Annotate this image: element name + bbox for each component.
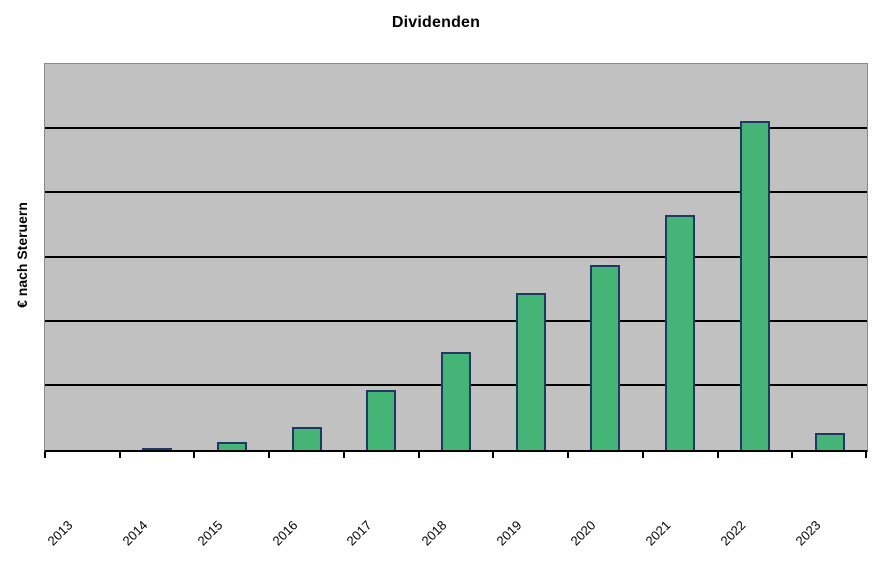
plot-area [44, 63, 868, 458]
x-tick-label-2016: 2016 [269, 517, 301, 549]
bar-2018 [441, 352, 471, 450]
gridline [45, 191, 867, 194]
chart-title: Dividenden [391, 14, 481, 31]
x-tick-label-2021: 2021 [642, 517, 674, 549]
x-axis-tick [865, 452, 867, 458]
bar-2019 [516, 293, 546, 450]
x-axis-tick [492, 452, 494, 458]
x-tick-label-2019: 2019 [493, 517, 525, 549]
x-axis-tick [791, 452, 793, 458]
bar-2016 [292, 427, 322, 450]
bar-2021 [665, 215, 695, 450]
gridline [45, 319, 867, 322]
x-axis-tick [642, 452, 644, 458]
x-axis-tick [717, 452, 719, 458]
bar-2014 [142, 448, 172, 450]
gridline [45, 255, 867, 258]
x-tick-label-2014: 2014 [119, 517, 151, 549]
x-tick-label-2022: 2022 [717, 517, 749, 549]
x-axis-tick [193, 452, 195, 458]
x-axis-tick [343, 452, 345, 458]
x-tick-label-2017: 2017 [343, 517, 375, 549]
x-tick-label-2018: 2018 [418, 517, 450, 549]
bar-2015 [217, 442, 247, 450]
x-tick-label-2013: 2013 [44, 517, 76, 549]
bar-2017 [366, 390, 396, 450]
x-tick-label-2023: 2023 [792, 517, 824, 549]
bar-2022 [740, 121, 770, 450]
x-axis-tick [44, 452, 46, 458]
bar-2023 [815, 433, 845, 450]
y-axis-label: € nach Steruern [14, 202, 30, 308]
x-tick-label-2020: 2020 [567, 517, 599, 549]
bar-2020 [590, 265, 620, 450]
x-axis-tick [418, 452, 420, 458]
x-axis-tick [567, 452, 569, 458]
x-axis-tick [268, 452, 270, 458]
gridline [45, 127, 867, 130]
x-axis-tick [119, 452, 121, 458]
x-tick-label-2015: 2015 [194, 517, 226, 549]
